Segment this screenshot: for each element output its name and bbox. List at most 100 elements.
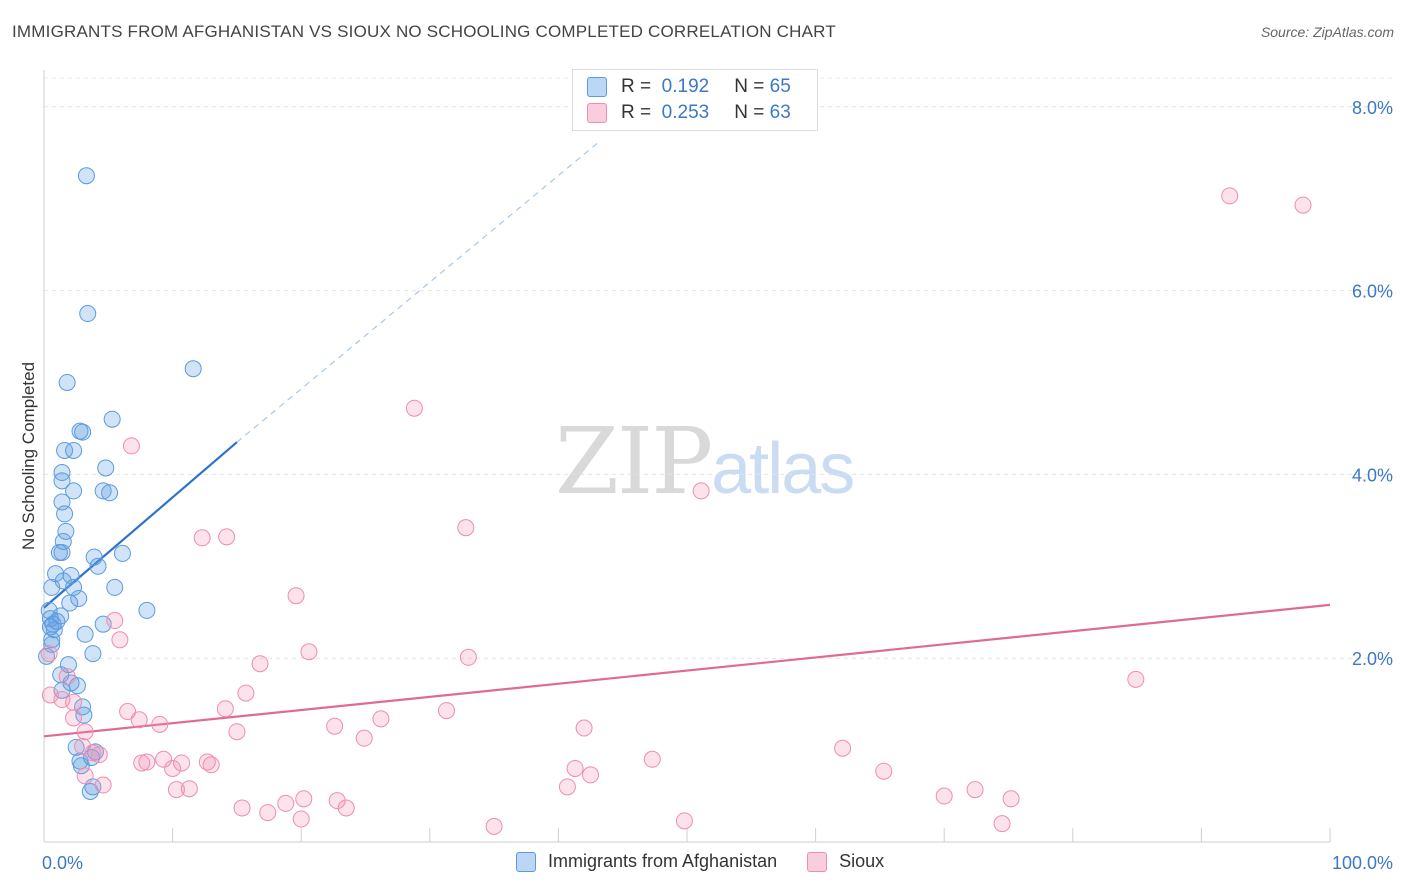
afghanistan-point [57,522,75,540]
sioux-point [875,762,893,780]
sioux-point [202,756,220,774]
legend-row-sioux: R = 0.253 N = 63 [587,101,791,125]
legend-label: Immigrants from Afghanistan [548,851,778,871]
sioux-point [65,709,83,727]
sioux-point [155,750,173,768]
sioux-point [216,700,234,718]
afghanistan-point [97,459,115,477]
afghanistan-point [61,594,79,612]
afghanistan-point [38,647,56,665]
watermark: ZIPatlas [555,408,855,515]
sioux-point [935,787,953,805]
sioux-point [76,723,94,741]
sioux-swatch [807,851,828,872]
sioux-point [122,437,140,455]
sioux-point [180,780,198,798]
sioux-point [295,790,313,808]
series-legend: Immigrants from Afghanistan Sioux [516,851,914,872]
afghanistan-point [85,548,103,566]
afghanistan-point [43,578,61,596]
correlation-legend: R = 0.192 N = 65 R = 0.253 N = 63 [572,69,818,131]
sioux-point [233,799,251,817]
tick-label-layer: 2.0% 4.0% 6.0% 8.0% 0.0% 100.0% No Schooling C… [19,98,1393,873]
sioux-point [277,794,295,812]
afghanistan-point [45,621,63,639]
sioux-point [193,529,211,547]
afghanistan-point [53,472,71,490]
r-value: 0.192 [661,76,710,97]
r-value: 0.253 [661,102,710,123]
x-tick-label: 100.0% [1332,853,1393,873]
afghanistan-point [67,738,85,756]
afghanistan-point [58,373,76,391]
sioux-point [405,399,423,417]
afghanistan-trend-extension [236,143,598,443]
afghanistan-point [77,167,95,185]
n-label: N = [734,76,765,97]
sioux-point [74,737,92,755]
afghanistan-point [103,410,121,428]
sioux-point [337,799,355,817]
sioux-point [326,717,344,735]
sioux-point [575,719,593,737]
sioux-point [106,612,124,630]
afghanistan-swatch [587,77,607,97]
sioux-point [459,648,477,666]
sioux-point [130,711,148,729]
sioux-point [566,759,584,777]
source-label: Source: ZipAtlas.com [1260,24,1394,40]
afghanistan-point [70,589,88,607]
afghanistan-point [56,441,74,459]
afghanistan-point [74,423,92,441]
afghanistan-point [138,601,156,619]
sioux-point [133,754,151,772]
sioux-point [643,750,661,768]
sioux-point [58,668,76,686]
y-tick-label: 8.0% [1352,98,1393,118]
sioux-point [292,810,310,828]
sioux-point [300,643,318,661]
y-tick-label: 2.0% [1352,649,1393,669]
sioux-point [692,482,710,500]
legend-item-sioux[interactable]: Sioux [807,851,884,872]
sioux-point [228,723,246,741]
sioux-point [328,792,346,810]
sioux-point [76,767,94,785]
sioux-point [287,587,305,605]
sioux-point [966,781,984,799]
legend-label: Sioux [839,851,885,871]
afghanistan-point [94,482,112,500]
afghanistan-point [79,305,97,323]
sioux-point [259,804,277,822]
sioux-point [558,778,576,796]
sioux-point [993,815,1011,833]
afghanistan-point [101,484,119,502]
r-label: R = [621,76,652,97]
afghanistan-point [43,631,61,649]
sioux-point [355,729,373,747]
sioux-point [138,753,156,771]
afghanistan-point [75,706,93,724]
watermark-zip: ZIP [555,408,713,515]
sioux-point [834,739,852,757]
afghanistan-point [65,578,83,596]
legend-item-afghanistan[interactable]: Immigrants from Afghanistan [516,851,777,872]
afghanistan-point [56,505,74,523]
afghanistan-point [113,544,131,562]
afghanistan-point [65,441,83,459]
sioux-point [251,655,269,673]
sioux-point [90,746,108,764]
n-value: 65 [769,76,791,97]
legend-row-afghanistan: R = 0.192 N = 65 [587,75,791,99]
sioux-point [40,645,58,663]
r-label: R = [621,102,652,123]
chart-title: IMMIGRANTS FROM AFGHANISTAN VS SIOUX NO … [12,22,836,41]
sioux-point [675,812,693,830]
sioux-point [111,631,129,649]
sioux-swatch [587,103,607,123]
n-label: N = [734,102,765,123]
x-tick-label: 0.0% [42,853,83,873]
sioux-point [438,702,456,720]
sioux-point [485,817,503,835]
afghanistan-point [84,645,102,663]
